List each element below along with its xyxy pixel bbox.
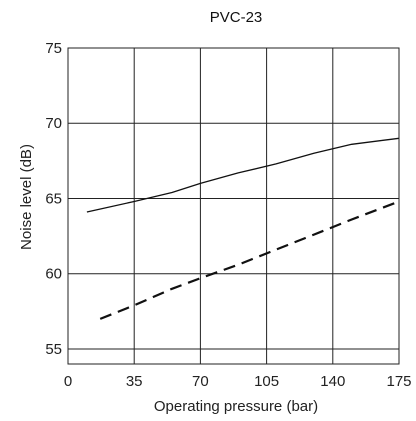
series-line-solid — [86, 137, 400, 213]
grid — [68, 48, 399, 364]
y-axis-label: Noise level (dB) — [18, 144, 35, 250]
chart-title: PVC-23 — [210, 9, 263, 26]
x-tick-label-105: 105 — [254, 373, 279, 390]
series-line-dashed — [99, 200, 400, 320]
y-tick-label-70: 70 — [45, 115, 62, 132]
plot-frame — [67, 47, 400, 365]
x-axis-ticks: 0 35 70 105 140 175 — [64, 373, 412, 390]
x-tick-label-175: 175 — [386, 373, 411, 390]
x-tick-label-35: 35 — [126, 373, 143, 390]
x-tick-label-70: 70 — [192, 373, 209, 390]
y-tick-label-55: 55 — [45, 341, 62, 358]
x-axis-label: Operating pressure (bar) — [154, 398, 318, 415]
y-axis-ticks: 55 60 65 70 75 — [45, 40, 62, 358]
y-tick-label-75: 75 — [45, 40, 62, 57]
y-tick-label-65: 65 — [45, 190, 62, 207]
x-tick-label-140: 140 — [320, 373, 345, 390]
y-tick-label-60: 60 — [45, 266, 62, 283]
x-tick-label-0: 0 — [64, 373, 72, 390]
series-layer — [86, 137, 400, 320]
